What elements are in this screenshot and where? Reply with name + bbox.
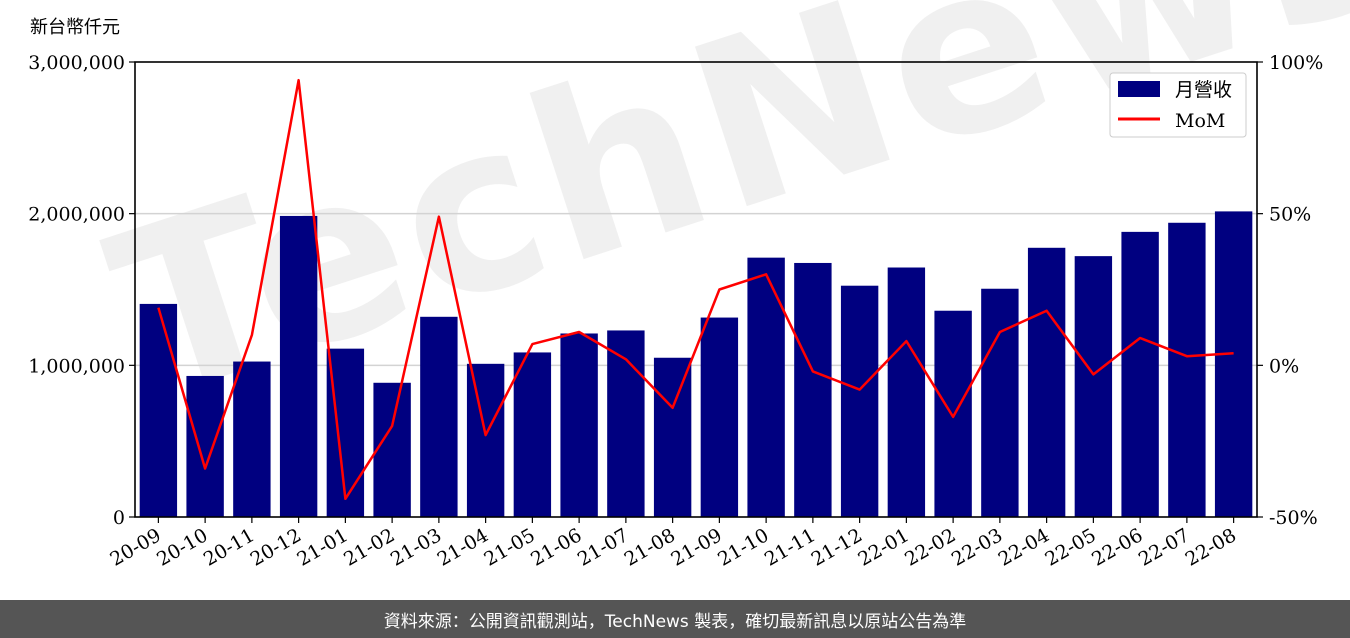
left-tick-label: 1,000,000 bbox=[28, 355, 125, 377]
x-tick-label: 22-06 bbox=[1088, 524, 1146, 570]
right-tick-label: 50% bbox=[1269, 204, 1311, 226]
revenue-bar bbox=[607, 330, 645, 517]
revenue-bar bbox=[1074, 256, 1113, 517]
revenue-bar bbox=[466, 363, 505, 517]
legend-bar-label: 月營收 bbox=[1175, 79, 1232, 101]
revenue-bar bbox=[981, 288, 1019, 517]
x-tick-label: 21-10 bbox=[714, 524, 772, 570]
revenue-bar bbox=[700, 317, 739, 517]
revenue-bar bbox=[794, 262, 832, 517]
revenue-bar bbox=[1168, 222, 1206, 517]
x-tick-label: 21-11 bbox=[761, 524, 819, 570]
left-tick-label: 0 bbox=[113, 507, 125, 529]
mom-line bbox=[157, 78, 1234, 501]
right-axis: -50% 0% 50% 100% bbox=[1257, 52, 1323, 529]
chart-svg: TechNews 新台幣仟元 01,000,0002,000,0003,000,… bbox=[28, 0, 1350, 571]
mom-line-group bbox=[157, 78, 1234, 501]
x-axis: 20-0920-1020-1120-1221-0121-0221-0321-04… bbox=[106, 517, 1240, 571]
legend-bar-swatch bbox=[1118, 81, 1160, 97]
revenue-bar bbox=[934, 310, 972, 517]
x-tick-label: 21-05 bbox=[480, 524, 538, 570]
left-tick-label: 2,000,000 bbox=[28, 204, 125, 226]
x-tick-label: 21-01 bbox=[293, 524, 351, 570]
revenue-bar bbox=[840, 285, 879, 517]
plot-frame bbox=[134, 61, 1258, 518]
revenue-bar bbox=[653, 357, 692, 517]
revenue-bar bbox=[233, 361, 271, 517]
revenue-bar bbox=[747, 257, 785, 517]
right-tick-label: 100% bbox=[1269, 52, 1323, 74]
x-tick-label: 20-11 bbox=[200, 524, 258, 570]
revenue-bar bbox=[373, 382, 411, 517]
right-tick-label: -50% bbox=[1269, 507, 1318, 529]
revenue-bar bbox=[1027, 247, 1066, 517]
revenue-bar bbox=[420, 316, 458, 517]
x-tick-label: 22-03 bbox=[948, 524, 1006, 570]
x-tick-label: 22-01 bbox=[854, 524, 912, 570]
revenue-bar bbox=[560, 333, 598, 517]
x-tick-label: 21-09 bbox=[667, 524, 725, 570]
bars-group bbox=[139, 211, 1253, 518]
revenue-bar bbox=[513, 352, 552, 517]
x-tick-label: 21-07 bbox=[574, 524, 632, 570]
x-tick-label: 22-04 bbox=[995, 524, 1053, 570]
x-tick-label: 21-12 bbox=[808, 524, 866, 570]
revenue-bar bbox=[186, 375, 224, 517]
x-tick-label: 21-03 bbox=[387, 524, 445, 570]
x-tick-label: 20-09 bbox=[106, 524, 164, 570]
right-tick-label: 0% bbox=[1269, 355, 1299, 377]
left-tick-label: 3,000,000 bbox=[28, 52, 125, 74]
x-tick-label: 21-08 bbox=[621, 524, 679, 570]
legend-line-label: MoM bbox=[1175, 110, 1225, 132]
x-tick-label: 20-12 bbox=[247, 524, 305, 570]
unit-label: 新台幣仟元 bbox=[30, 17, 120, 38]
x-tick-label: 22-05 bbox=[1041, 524, 1099, 570]
x-tick-label: 20-10 bbox=[153, 524, 211, 570]
revenue-bar bbox=[1121, 231, 1159, 517]
revenue-bar bbox=[887, 267, 926, 517]
x-tick-label: 22-08 bbox=[1182, 524, 1240, 570]
x-tick-label: 21-06 bbox=[527, 524, 585, 570]
revenue-bar bbox=[1214, 211, 1253, 517]
revenue-bar bbox=[139, 303, 178, 517]
footer-source-note: 資料來源：公開資訊觀測站，TechNews 製表，確切最新訊息以原站公告為準 bbox=[0, 600, 1350, 638]
revenue-bar bbox=[279, 215, 318, 518]
x-tick-label: 22-07 bbox=[1135, 524, 1193, 570]
x-tick-label: 22-02 bbox=[901, 524, 959, 570]
legend: 月營收 MoM bbox=[1109, 72, 1247, 138]
gridlines bbox=[135, 212, 1257, 367]
left-axis: 0 1,000,000 2,000,000 3,000,000 bbox=[28, 52, 135, 529]
x-tick-label: 21-04 bbox=[434, 524, 492, 570]
x-tick-label: 21-02 bbox=[340, 524, 398, 570]
